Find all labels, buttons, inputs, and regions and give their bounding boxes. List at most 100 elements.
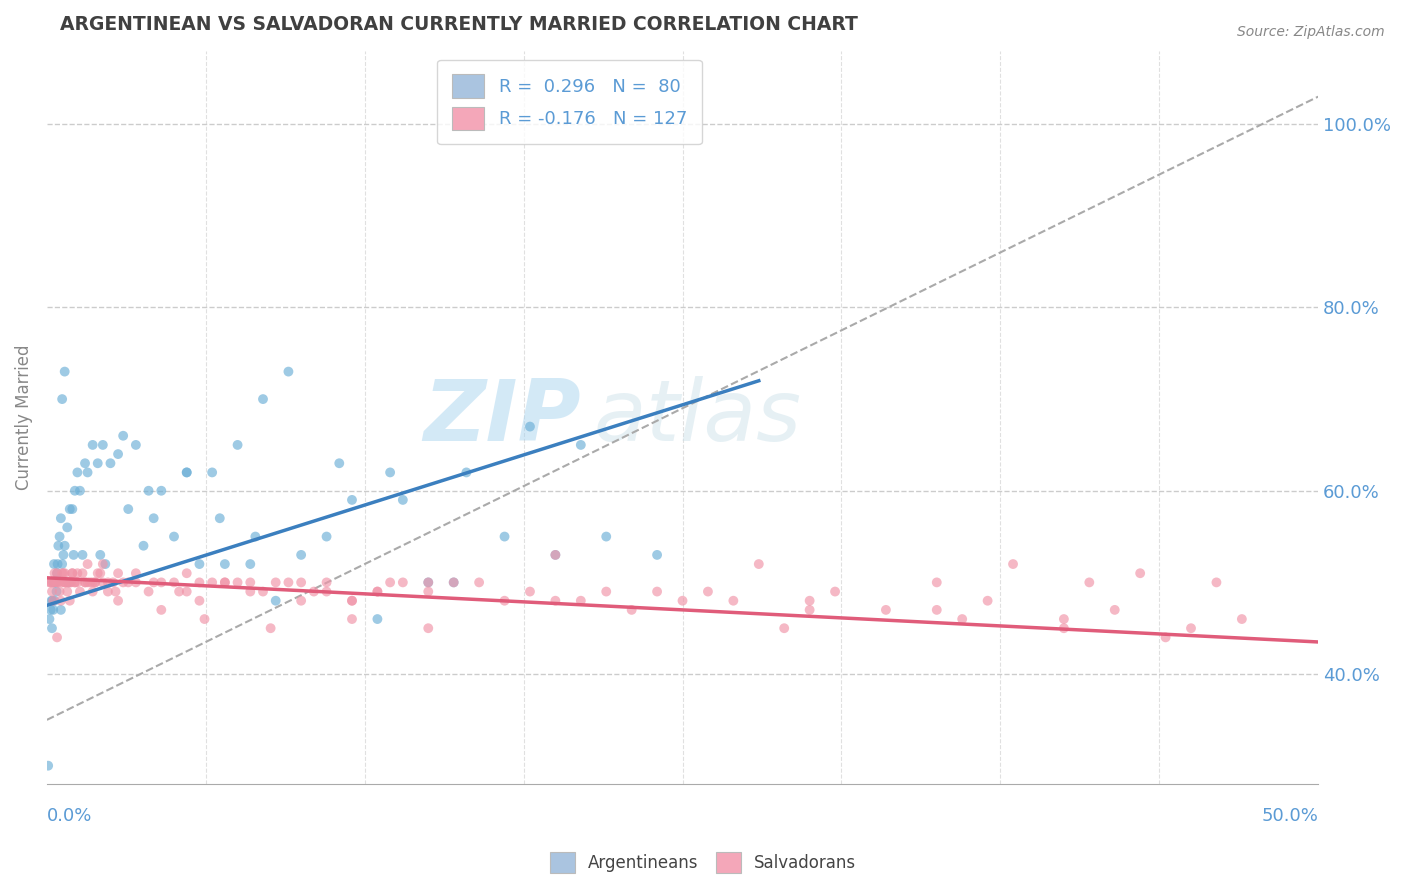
Point: [58, 575, 80, 590]
Point: [91, 575, 114, 590]
Point: [252, 392, 274, 406]
Point: [45, 575, 67, 590]
Point: [645, 584, 668, 599]
Point: [59, 575, 82, 590]
Point: [62, 548, 84, 562]
Point: [79, 575, 101, 590]
Point: [53, 365, 76, 379]
Point: [366, 584, 388, 599]
Point: [620, 603, 643, 617]
Point: [56, 520, 79, 534]
Point: [595, 584, 617, 599]
Point: [176, 466, 198, 480]
Point: [239, 557, 262, 571]
Point: [53, 539, 76, 553]
Text: Source: ZipAtlas.com: Source: ZipAtlas.com: [1237, 25, 1385, 39]
Point: [176, 566, 198, 581]
Point: [94, 557, 117, 571]
Point: [69, 483, 91, 498]
Point: [378, 575, 401, 590]
Point: [46, 575, 69, 590]
Point: [132, 539, 155, 553]
Point: [107, 566, 129, 581]
Point: [875, 603, 897, 617]
Y-axis label: Currently Married: Currently Married: [15, 344, 32, 491]
Point: [59, 593, 82, 607]
Point: [42, 575, 65, 590]
Point: [1078, 575, 1101, 590]
Text: 50.0%: 50.0%: [1261, 807, 1319, 825]
Point: [41, 621, 63, 635]
Point: [697, 584, 720, 599]
Point: [53, 575, 76, 590]
Point: [46, 566, 69, 581]
Point: [46, 539, 69, 553]
Point: [72, 566, 94, 581]
Point: [63, 575, 86, 590]
Point: [63, 483, 86, 498]
Point: [44, 566, 66, 581]
Point: [239, 584, 262, 599]
Point: [41, 593, 63, 607]
Point: [112, 429, 135, 443]
Point: [418, 621, 440, 635]
Point: [72, 548, 94, 562]
Point: [66, 466, 89, 480]
Point: [49, 511, 72, 525]
Point: [188, 593, 211, 607]
Point: [163, 530, 186, 544]
Point: [925, 603, 948, 617]
Point: [100, 456, 122, 470]
Point: [52, 548, 75, 562]
Point: [87, 566, 110, 581]
Point: [48, 584, 70, 599]
Point: [104, 584, 127, 599]
Point: [468, 575, 491, 590]
Text: ZIP: ZIP: [423, 376, 581, 458]
Point: [138, 584, 160, 599]
Point: [340, 492, 363, 507]
Point: [245, 530, 267, 544]
Point: [51, 392, 73, 406]
Point: [38, 612, 60, 626]
Point: [49, 603, 72, 617]
Point: [976, 593, 998, 607]
Point: [671, 593, 693, 607]
Point: [595, 530, 617, 544]
Point: [1002, 557, 1025, 571]
Point: [494, 593, 516, 607]
Point: [125, 438, 148, 452]
Point: [290, 548, 312, 562]
Point: [418, 575, 440, 590]
Point: [60, 575, 83, 590]
Point: [58, 575, 80, 590]
Point: [66, 575, 89, 590]
Point: [41, 593, 63, 607]
Point: [76, 557, 98, 571]
Point: [76, 575, 98, 590]
Point: [264, 575, 287, 590]
Point: [73, 575, 96, 590]
Point: [302, 584, 325, 599]
Point: [82, 584, 104, 599]
Point: [142, 575, 165, 590]
Point: [41, 584, 63, 599]
Legend: R =  0.296   N =  80, R = -0.176   N = 127: R = 0.296 N = 80, R = -0.176 N = 127: [437, 60, 702, 145]
Point: [73, 575, 96, 590]
Text: ARGENTINEAN VS SALVADORAN CURRENTLY MARRIED CORRELATION CHART: ARGENTINEAN VS SALVADORAN CURRENTLY MARR…: [59, 15, 858, 34]
Point: [773, 621, 796, 635]
Text: 0.0%: 0.0%: [46, 807, 93, 825]
Point: [39, 575, 62, 590]
Point: [176, 466, 198, 480]
Point: [91, 557, 114, 571]
Point: [46, 631, 69, 645]
Point: [150, 603, 173, 617]
Text: atlas: atlas: [593, 376, 801, 458]
Point: [328, 456, 350, 470]
Legend: Argentineans, Salvadorans: Argentineans, Salvadorans: [543, 846, 863, 880]
Point: [89, 566, 111, 581]
Point: [101, 575, 124, 590]
Point: [645, 548, 668, 562]
Point: [55, 575, 77, 590]
Point: [59, 502, 82, 516]
